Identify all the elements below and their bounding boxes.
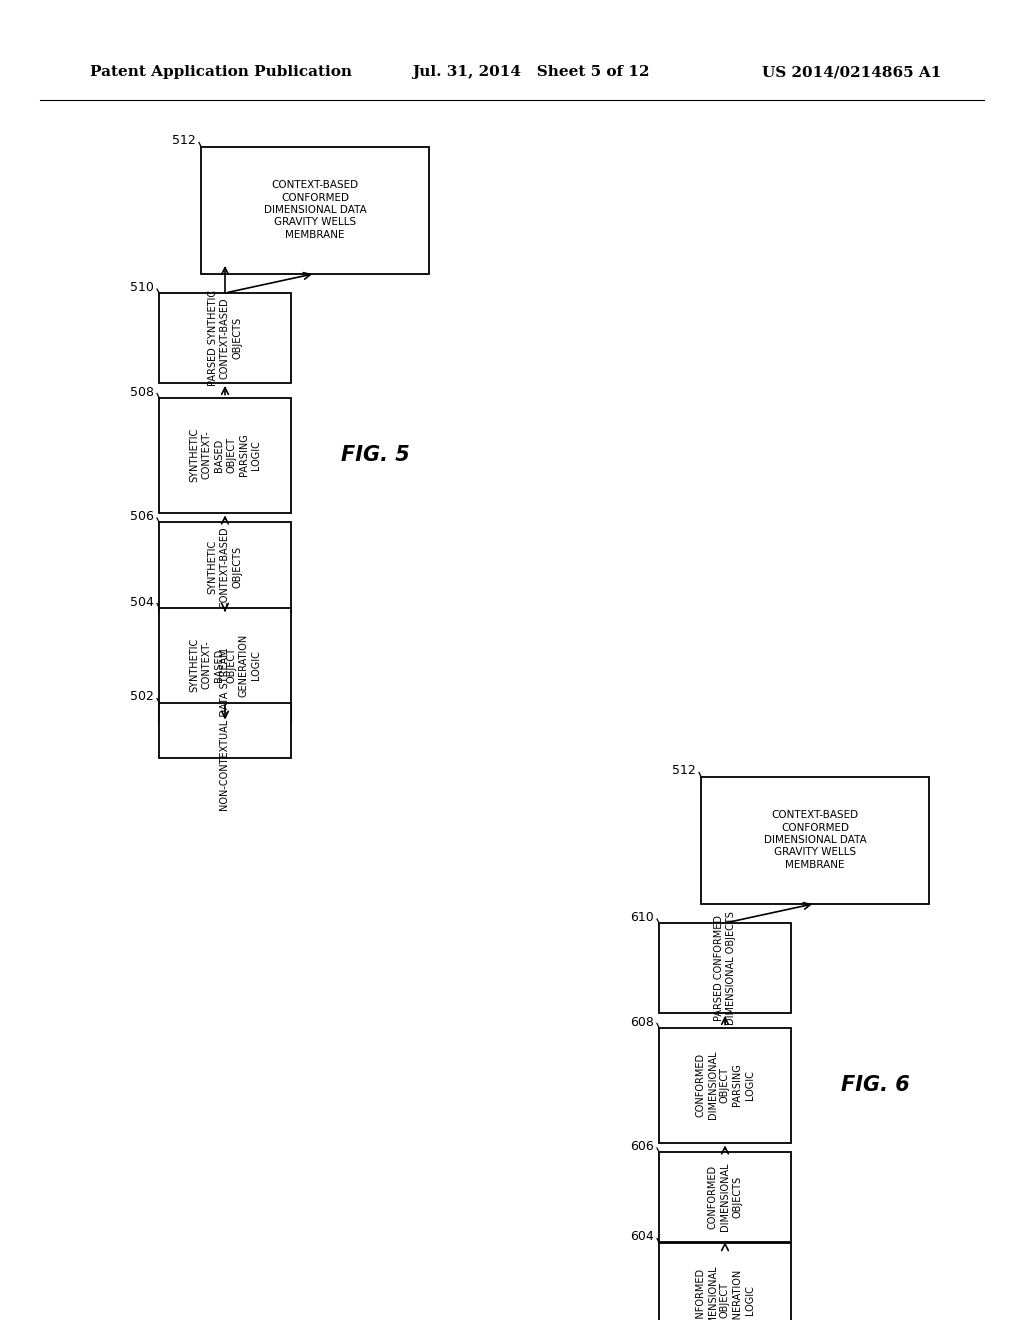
Bar (159, 607, 291, 722)
Text: PARSED CONFORMED
DIMENSIONAL OBJECTS: PARSED CONFORMED DIMENSIONAL OBJECTS (714, 911, 736, 1024)
Text: SYNTHETIC
CONTEXT-
BASED
OBJECT
PARSING
LOGIC: SYNTHETIC CONTEXT- BASED OBJECT PARSING … (189, 428, 261, 482)
Text: 504: 504 (130, 595, 154, 609)
Text: CONFORMED
DIMENSIONAL
OBJECTS: CONFORMED DIMENSIONAL OBJECTS (708, 1163, 742, 1232)
Text: 606: 606 (630, 1140, 654, 1152)
Text: FIG. 5: FIG. 5 (341, 445, 410, 465)
Text: CONTEXT-BASED
CONFORMED
DIMENSIONAL DATA
GRAVITY WELLS
MEMBRANE: CONTEXT-BASED CONFORMED DIMENSIONAL DATA… (764, 810, 866, 870)
Text: SYNTHETIC
CONTEXT-BASED
OBJECTS: SYNTHETIC CONTEXT-BASED OBJECTS (208, 527, 243, 607)
Text: FIG. 6: FIG. 6 (841, 1074, 909, 1096)
Text: 610: 610 (630, 911, 654, 924)
Text: CONFORMED
DIMENSIONAL
OBJECT
PARSING
LOGIC: CONFORMED DIMENSIONAL OBJECT PARSING LOG… (695, 1051, 755, 1119)
Text: 512: 512 (172, 135, 196, 148)
Text: 608: 608 (630, 1015, 654, 1028)
Text: CONFORMED
DIMENSIONAL
OBJECT
GENERATION
LOGIC: CONFORMED DIMENSIONAL OBJECT GENERATION … (695, 1266, 755, 1320)
Text: 604: 604 (630, 1230, 654, 1243)
Text: Patent Application Publication: Patent Application Publication (90, 65, 352, 79)
Text: US 2014/0214865 A1: US 2014/0214865 A1 (762, 65, 941, 79)
Bar (159, 293, 291, 383)
Text: 512: 512 (672, 764, 696, 777)
Text: 508: 508 (130, 385, 154, 399)
Text: Jul. 31, 2014   Sheet 5 of 12: Jul. 31, 2014 Sheet 5 of 12 (412, 65, 649, 79)
Text: NON-CONTEXTUAL DATA STREAM: NON-CONTEXTUAL DATA STREAM (220, 648, 230, 812)
Bar (159, 397, 291, 512)
Bar (659, 923, 791, 1012)
Text: 506: 506 (130, 510, 154, 523)
Bar (659, 1027, 791, 1143)
Text: 502: 502 (130, 690, 154, 704)
Text: CONTEXT-BASED
CONFORMED
DIMENSIONAL DATA
GRAVITY WELLS
MEMBRANE: CONTEXT-BASED CONFORMED DIMENSIONAL DATA… (263, 181, 367, 240)
Text: 510: 510 (130, 281, 154, 294)
Bar (159, 521, 291, 612)
Bar (201, 147, 429, 273)
Bar (701, 776, 929, 903)
Bar (659, 1242, 791, 1320)
Bar (659, 1152, 791, 1242)
Bar (159, 702, 291, 758)
Text: PARSED SYNTHETIC
CONTEXT-BASED
OBJECTS: PARSED SYNTHETIC CONTEXT-BASED OBJECTS (208, 290, 243, 385)
Text: SYNTHETIC
CONTEXT-
BASED
OBJECT
GENERATION
LOGIC: SYNTHETIC CONTEXT- BASED OBJECT GENERATI… (189, 634, 261, 697)
